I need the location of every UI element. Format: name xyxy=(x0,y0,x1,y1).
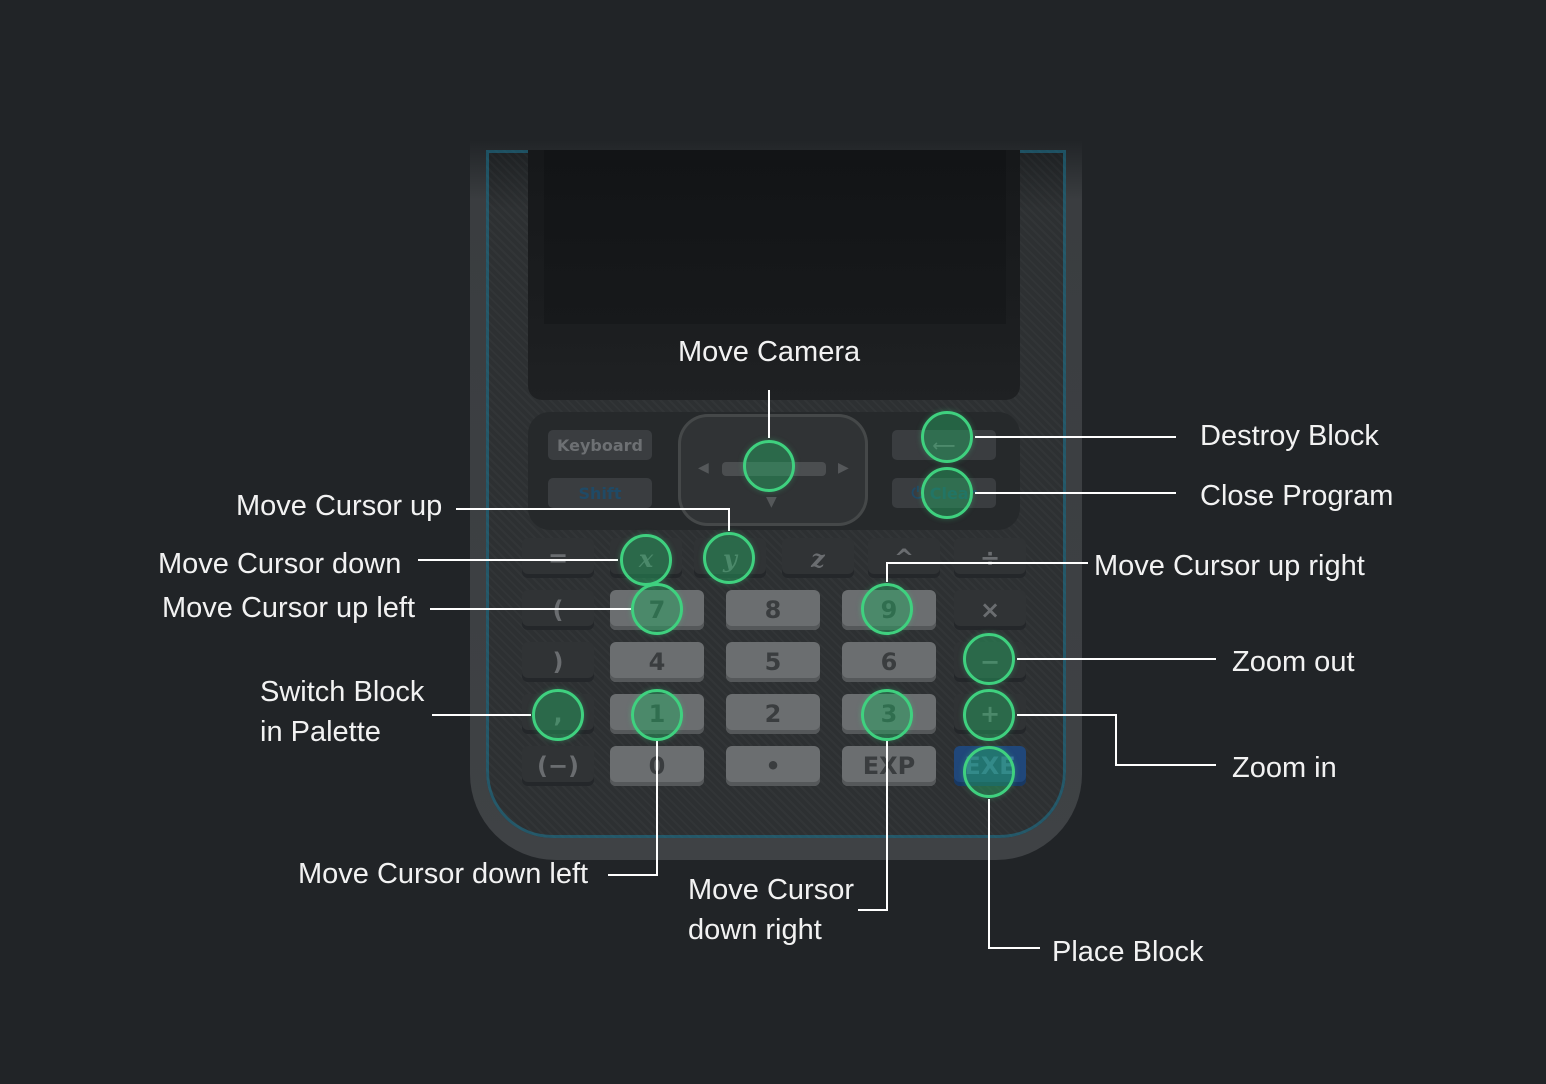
dpad-left-arrow-icon: ◀ xyxy=(698,460,709,476)
key-divide[interactable]: ÷ xyxy=(954,538,1026,578)
key-power[interactable]: ^ xyxy=(868,538,940,578)
move-camera-hotspot[interactable] xyxy=(743,440,795,492)
label-move-cursor-down-right-line1: Move Cursor xyxy=(688,874,854,906)
calculator-screen xyxy=(544,150,1006,324)
label-move-camera: Move Camera xyxy=(678,336,861,368)
key-dot[interactable]: • xyxy=(726,746,820,786)
label-switch-block-line2: in Palette xyxy=(260,716,381,748)
power-icon: ⏻ xyxy=(911,483,930,502)
move-cursor-down-right-hotspot[interactable] xyxy=(861,689,913,741)
key-exp[interactable]: EXP xyxy=(842,746,936,786)
label-move-cursor-down-left: Move Cursor down left xyxy=(298,858,589,890)
label-move-cursor-down: Move Cursor down xyxy=(158,548,402,580)
label-move-cursor-up-left: Move Cursor up left xyxy=(162,592,416,624)
label-destroy-block: Destroy Block xyxy=(1200,420,1379,452)
key-4[interactable]: 4 xyxy=(610,642,704,682)
key-5[interactable]: 5 xyxy=(726,642,820,682)
key-z[interactable]: z xyxy=(782,538,854,578)
move-cursor-up-left-hotspot[interactable] xyxy=(631,583,683,635)
label-zoom-out: Zoom out xyxy=(1232,646,1355,678)
close-program-hotspot[interactable] xyxy=(921,467,973,519)
key-2[interactable]: 2 xyxy=(726,694,820,734)
move-cursor-down-hotspot[interactable] xyxy=(620,534,672,586)
label-close-program: Close Program xyxy=(1200,480,1394,512)
dpad-down-arrow-icon: ▼ xyxy=(766,494,777,510)
zoom-out-hotspot[interactable] xyxy=(963,633,1015,685)
zoom-in-hotspot[interactable] xyxy=(963,689,1015,741)
shift-key[interactable]: Shift xyxy=(548,478,652,508)
move-cursor-down-left-hotspot[interactable] xyxy=(631,689,683,741)
key-8[interactable]: 8 xyxy=(726,590,820,630)
destroy-block-hotspot[interactable] xyxy=(921,411,973,463)
key-equals[interactable]: = xyxy=(522,538,594,578)
label-move-cursor-up: Move Cursor up xyxy=(236,490,443,522)
key-6[interactable]: 6 xyxy=(842,642,936,682)
key-open-paren[interactable]: ( xyxy=(522,590,594,630)
label-place-block: Place Block xyxy=(1052,936,1204,968)
move-cursor-up-hotspot[interactable] xyxy=(703,532,755,584)
key-0[interactable]: 0 xyxy=(610,746,704,786)
key-multiply[interactable]: × xyxy=(954,590,1026,630)
move-cursor-up-right-hotspot[interactable] xyxy=(861,583,913,635)
label-move-cursor-up-right: Move Cursor up right xyxy=(1094,550,1365,582)
keyboard-key[interactable]: Keyboard xyxy=(548,430,652,460)
label-switch-block-line1: Switch Block xyxy=(260,676,425,708)
dpad-right-arrow-icon: ▶ xyxy=(838,460,849,476)
place-block-hotspot[interactable] xyxy=(963,746,1015,798)
switch-block-hotspot[interactable] xyxy=(532,689,584,741)
key-negate[interactable]: (−) xyxy=(522,746,594,786)
label-move-cursor-down-right-line2: down right xyxy=(688,914,822,946)
key-close-paren[interactable]: ) xyxy=(522,642,594,682)
label-zoom-in: Zoom in xyxy=(1232,752,1337,784)
